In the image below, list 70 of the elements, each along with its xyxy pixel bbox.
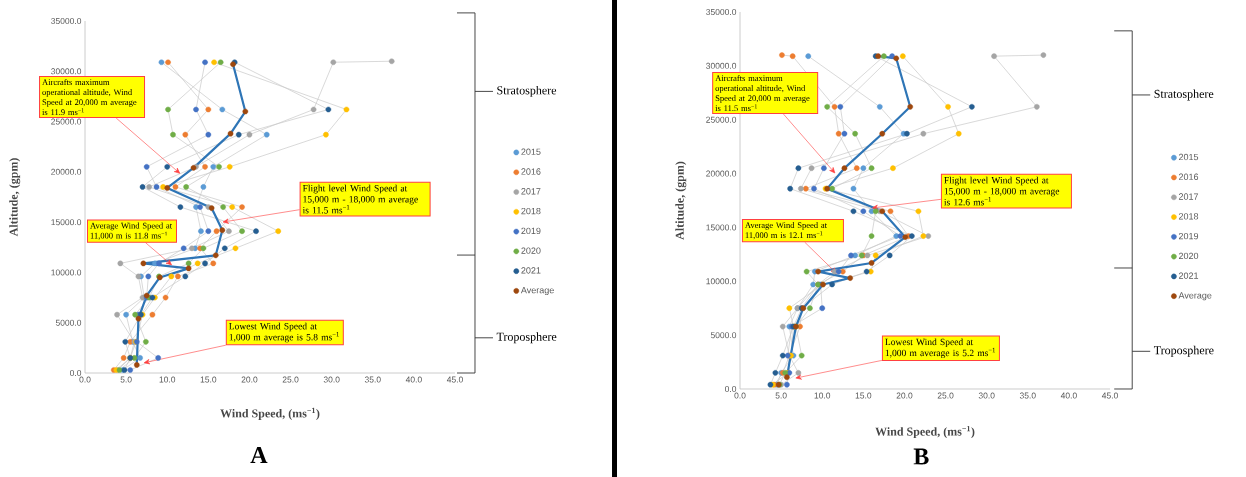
legend-label: 2017 [521, 188, 541, 195]
text: B [913, 448, 929, 465]
legend-label: 2015 [521, 148, 541, 155]
legend-label: 2021 [1178, 272, 1199, 279]
legend-label: 2015 [1178, 153, 1199, 161]
y-tick-label: 15000.0 [706, 224, 737, 231]
annotation: Aircrafts maximum operational altitude, Wind Speed at 20,000 m average is 11.9 ms$^{−1}$ [42, 78, 137, 116]
y-tick-label: 25000.0 [51, 118, 82, 125]
text: A [250, 447, 268, 463]
text: Troposphere [1153, 345, 1214, 357]
x-tick-label: 30.0 [323, 376, 340, 383]
text: Stratosphere [497, 85, 557, 97]
x-tick-label: 15.0 [200, 376, 217, 383]
y-tick-label: 30000.0 [51, 68, 82, 75]
x-tick-label: 20.0 [241, 376, 258, 383]
x-axis-title: Wind Speed, (ms$^{−1}$) [875, 425, 975, 439]
y-axis-title: Altitude, (gpm) [675, 161, 687, 240]
y-tick-label: 5000.0 [55, 319, 82, 326]
y-tick-label: 20000.0 [706, 170, 737, 177]
legend-label: 2021 [521, 267, 541, 274]
legend-label: 2020 [521, 247, 541, 254]
x-tick-label: 45.0 [446, 376, 463, 383]
annotation: Average Wind Speed at 11,000 m is 12.1 ms$^{−1}$ [745, 222, 827, 240]
x-axis-title: Wind Speed, (ms$^{−1}$) [220, 407, 320, 420]
x-tick-label: 15.0 [855, 392, 872, 399]
annotation: Average Wind Speed at 11,000 m is 11.8 ms$^{−1}$ [90, 222, 173, 240]
legend-label: 2018 [521, 207, 541, 215]
y-tick-label: 10000.0 [51, 269, 82, 276]
x-tick-label: 45.0 [1101, 392, 1118, 399]
text: Troposphere [496, 332, 557, 344]
y-tick-label: 15000.0 [51, 219, 82, 226]
y-tick-label: 30000.0 [706, 62, 737, 69]
y-tick-label: 0.0 [69, 370, 82, 376]
annotation: Flight level Wind Speed at 15,000 m - 18,000 m average is 12.6 ms$^{−1}$ [944, 176, 1060, 206]
y-axis-title: Altitude, (gpm) [9, 158, 21, 237]
y-tick-label: 20000.0 [51, 168, 82, 175]
x-tick-label: 0.0 [79, 376, 91, 383]
x-tick-label: 10.0 [159, 376, 176, 383]
legend-label: 2016 [1178, 173, 1199, 180]
x-tick-label: 35.0 [364, 376, 381, 383]
x-tick-label: 20.0 [896, 392, 913, 399]
y-tick-label: 35000.0 [51, 18, 82, 24]
annotation: Aircrafts maximum operational altitude, Wind Speed at 20,000 m average is 11.5 ms$^{−1}$ [715, 74, 810, 112]
y-tick-label: 0.0 [724, 386, 737, 392]
x-tick-label: 10.0 [814, 392, 831, 399]
legend-label: 2017 [1178, 193, 1199, 200]
annotation: Flight level Wind Speed at 15,000 m - 18,000 m average is 11.5 ms$^{−1}$ [302, 184, 418, 214]
y-tick-label: 5000.0 [710, 332, 737, 339]
y-tick-label: 10000.0 [706, 278, 737, 285]
x-tick-label: 0.0 [734, 392, 746, 399]
legend-label: Average [520, 287, 554, 296]
y-tick-label: 35000.0 [706, 9, 737, 15]
x-tick-label: 5.0 [120, 376, 132, 383]
x-tick-label: 5.0 [775, 392, 787, 399]
x-tick-label: 40.0 [405, 376, 422, 383]
legend-label: 2016 [521, 168, 541, 175]
legend-label: 2020 [1178, 252, 1199, 260]
legend-label: 2018 [1178, 213, 1199, 220]
x-tick-label: 35.0 [1019, 392, 1036, 399]
annotation: Lowest Wind Speed at 1,000 m average is 5.8 ms$^{−1}$ [229, 322, 339, 343]
x-tick-label: 40.0 [1060, 392, 1077, 399]
text: Stratosphere [1154, 89, 1214, 101]
legend-label: Average [1178, 292, 1212, 301]
legend-label: 2019 [1178, 232, 1199, 240]
x-tick-label: 30.0 [978, 392, 995, 399]
y-tick-label: 25000.0 [706, 116, 737, 123]
x-tick-label: 25.0 [282, 376, 299, 383]
annotation: Lowest Wind Speed at 1,000 m average is 5.2 ms$^{−1}$ [885, 338, 996, 359]
x-tick-label: 25.0 [937, 392, 954, 399]
legend-label: 2019 [521, 227, 541, 235]
